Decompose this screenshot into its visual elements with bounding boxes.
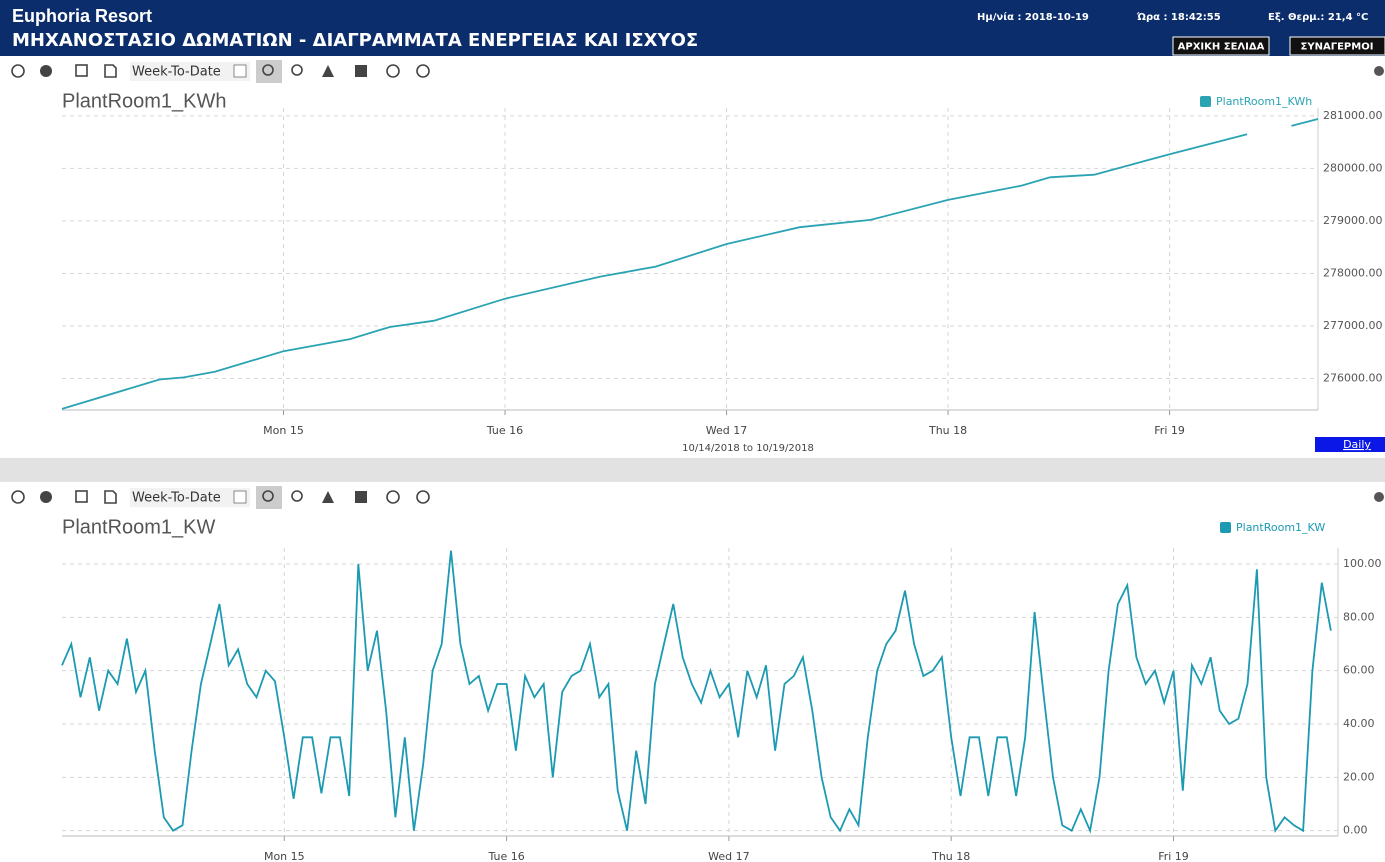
settings-icon[interactable] [1374, 66, 1384, 76]
target-icon[interactable] [386, 490, 400, 504]
range-dropdown[interactable] [233, 490, 247, 504]
date: Ημ/νία : 2018-10-19 [977, 11, 1089, 23]
add-icon[interactable] [11, 490, 25, 504]
chart-title: PlantRoom1_KW [62, 516, 216, 538]
save-icon[interactable] [75, 490, 88, 503]
y-tick-label: 100.00 [1343, 557, 1382, 570]
remove-icon[interactable] [40, 491, 52, 503]
y-tick-label: 278000.00 [1323, 266, 1383, 279]
x-tick-label: Wed 17 [708, 850, 749, 862]
y-tick-label: 40.00 [1343, 717, 1375, 730]
target-icon[interactable] [386, 64, 400, 78]
site-title: Euphoria Resort [12, 6, 152, 26]
header-bar [0, 0, 1385, 56]
x-tick-label: Fri 19 [1154, 424, 1185, 437]
zoom-icon[interactable] [262, 490, 274, 502]
zoom-active[interactable] [256, 486, 282, 509]
x-tick-label: Fri 19 [1158, 850, 1189, 862]
pause-icon[interactable] [416, 64, 430, 78]
zoom-icon[interactable] [262, 64, 274, 76]
alarms-button[interactable] [1289, 36, 1385, 56]
date-range: 10/14/2018 to 10/19/2018 [682, 443, 814, 454]
save-icon[interactable] [75, 64, 88, 77]
period-button[interactable] [1315, 437, 1385, 452]
y-tick-label: 80.00 [1343, 610, 1375, 623]
period-button-label[interactable]: Daily [1343, 438, 1371, 451]
x-tick-label: Thu 18 [928, 424, 967, 437]
home-button-label[interactable]: ΑΡΧΙΚΗ ΣΕΛΙΔΑ [1178, 42, 1265, 53]
x-tick-label: Mon 15 [264, 850, 305, 862]
remove-icon[interactable] [40, 65, 52, 77]
page-title: ΜΗΧΑΝΟΣΤΑΣΙΟ ΔΩΜΑΤΙΩΝ - ΔΙΑΓΡΑΜΜΑΤΑ ΕΝΕΡ… [12, 30, 698, 51]
zoom-in-icon[interactable] [291, 490, 303, 502]
series-line [61, 118, 1319, 410]
marker-icon[interactable] [355, 65, 367, 77]
y-tick-label: 279000.00 [1323, 214, 1383, 227]
alarms-button-label[interactable]: ΣΥΝΑΓΕΡΜΟΙ [1301, 42, 1374, 53]
chart-title: PlantRoom1_KWh [62, 90, 227, 112]
annotate-icon[interactable] [322, 65, 334, 77]
pause-icon[interactable] [416, 490, 430, 504]
range-select[interactable] [130, 62, 250, 81]
y-tick-label: 281000.00 [1323, 109, 1383, 122]
x-tick-label: Mon 15 [263, 424, 304, 437]
legend-label[interactable]: PlantRoom1_KW [1236, 521, 1325, 534]
range-select[interactable] [130, 488, 250, 507]
y-tick-label: 277000.00 [1323, 319, 1383, 332]
y-tick-label: 20.00 [1343, 770, 1375, 783]
y-tick-label: 276000.00 [1323, 371, 1383, 384]
y-tick-label: 280000.00 [1323, 161, 1383, 174]
separator [0, 458, 1385, 482]
legend-swatch[interactable] [1200, 96, 1211, 107]
series-line [61, 550, 1332, 834]
home-button[interactable] [1172, 36, 1270, 56]
settings-icon[interactable] [1374, 492, 1384, 502]
add-icon[interactable] [11, 64, 25, 78]
legend-label[interactable]: PlantRoom1_KWh [1216, 95, 1312, 108]
y-tick-label: 60.00 [1343, 664, 1375, 677]
time: Ώρα : 18:42:55 [1136, 11, 1221, 23]
range-select-label[interactable]: Week-To-Date [132, 491, 221, 506]
range-select-label[interactable]: Week-To-Date [132, 65, 221, 80]
x-tick-label: Tue 16 [486, 424, 523, 437]
toolbar: Week-To-Date [11, 486, 1384, 509]
export-icon[interactable] [104, 490, 117, 504]
zoom-active[interactable] [256, 60, 282, 83]
x-tick-label: Tue 16 [487, 850, 524, 862]
legend-swatch[interactable] [1220, 522, 1231, 533]
range-dropdown[interactable] [233, 64, 247, 78]
export-icon[interactable] [104, 64, 117, 78]
zoom-in-icon[interactable] [291, 64, 303, 76]
annotate-icon[interactable] [322, 491, 334, 503]
x-tick-label: Thu 18 [931, 850, 970, 862]
x-tick-label: Wed 17 [706, 424, 747, 437]
toolbar: Week-To-Date [11, 60, 1384, 83]
temperature: Εξ. Θερμ.: 21,4 °C [1268, 12, 1368, 23]
marker-icon[interactable] [355, 491, 367, 503]
y-tick-label: 0.00 [1343, 824, 1368, 837]
